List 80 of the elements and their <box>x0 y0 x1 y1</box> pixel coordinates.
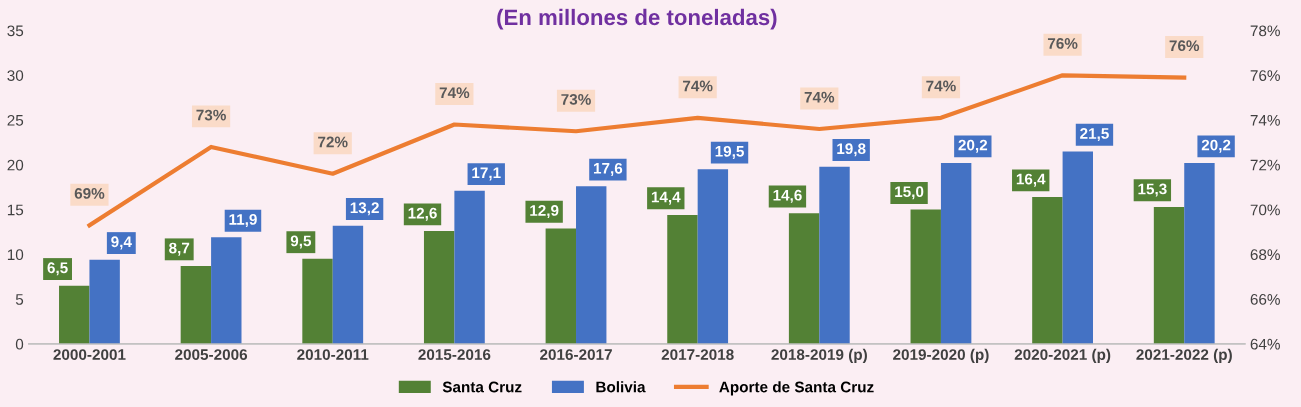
bar <box>423 231 455 344</box>
x-tick-label: 2017-2018 <box>661 349 734 360</box>
bar <box>940 163 972 344</box>
bar <box>788 213 820 344</box>
data-label: 12,9 <box>530 205 559 219</box>
data-label: 17,1 <box>472 167 501 181</box>
y-tick-label: 15 <box>7 204 24 216</box>
bar <box>454 190 485 344</box>
legend-label: Santa Cruz <box>442 381 522 393</box>
y-tick-label: 35 <box>7 25 24 37</box>
legend-label: Aporte de Santa Cruz <box>719 381 874 396</box>
data-label: 17,6 <box>593 162 623 176</box>
x-tick-label: 2000-2001 <box>53 349 126 360</box>
bar <box>302 258 333 344</box>
y2-tick-label: 72% <box>1250 159 1280 171</box>
data-label: 15,0 <box>895 186 924 200</box>
data-label: 12,6 <box>408 207 437 221</box>
bar <box>667 214 698 344</box>
bar <box>332 225 364 344</box>
y2-tick-label: 78% <box>1250 25 1280 37</box>
data-label: 19,8 <box>837 143 866 157</box>
bar <box>211 237 242 344</box>
x-tick-label: 2019-2020 (p) <box>893 348 989 364</box>
x-tick-label: 2020-2021 (p) <box>1014 348 1111 364</box>
bar <box>910 209 941 344</box>
data-label: 74% <box>439 87 470 99</box>
bar <box>576 186 607 344</box>
y-tick-label: 30 <box>7 70 24 81</box>
y-tick-label: 5 <box>15 294 24 305</box>
y-tick-label: 0 <box>15 338 24 350</box>
bar <box>1032 197 1063 344</box>
bar <box>697 169 729 344</box>
data-label: 74% <box>804 91 835 103</box>
x-tick-label: 2021-2022 (p) <box>1136 348 1232 364</box>
data-label: 16,4 <box>1016 173 1046 187</box>
data-label: 21,5 <box>1080 128 1109 142</box>
data-label: 73% <box>196 109 226 121</box>
bar <box>180 266 212 344</box>
x-tick-label: 2015-2016 <box>418 349 491 360</box>
data-label: 74% <box>683 80 713 92</box>
data-label: 20,2 <box>958 139 988 153</box>
x-tick-label: 2016-2017 <box>540 349 612 360</box>
data-label: 20,2 <box>1201 139 1231 153</box>
data-label: 74% <box>926 80 956 92</box>
data-label: 11,9 <box>229 213 257 228</box>
legend-label: Bolivia <box>596 381 646 393</box>
bar <box>1184 163 1215 344</box>
data-label: 19,5 <box>715 145 744 159</box>
x-tick-label: 2018-2019 (p) <box>771 348 867 364</box>
bar <box>89 259 120 344</box>
y2-tick-label: 64% <box>1250 338 1280 350</box>
data-label: 14,4 <box>651 191 681 205</box>
data-label: 76% <box>1047 38 1078 49</box>
y2-tick-label: 66% <box>1250 294 1280 305</box>
y-tick-label: 10 <box>7 249 24 261</box>
y2-tick-label: 68% <box>1250 249 1280 261</box>
x-tick-label: 2010-2011 <box>297 349 369 360</box>
y2-tick-label: 74% <box>1250 115 1280 126</box>
data-label: 73% <box>561 93 591 105</box>
bar <box>819 166 850 344</box>
bar <box>1062 151 1093 344</box>
y2-tick-label: 70% <box>1250 204 1280 216</box>
y-tick-label: 20 <box>7 159 24 171</box>
chart-title: (En millones de toneladas) <box>497 8 777 30</box>
x-tick-label: 2005-2006 <box>175 349 248 360</box>
data-label: 15,3 <box>1138 183 1167 197</box>
y2-tick-label: 76% <box>1250 70 1280 81</box>
data-label: 14,6 <box>773 189 802 203</box>
bar <box>545 228 577 344</box>
data-label: 72% <box>318 136 348 148</box>
bar <box>59 285 90 344</box>
data-label: 13,2 <box>350 202 379 216</box>
data-label: 6,5 <box>47 262 68 276</box>
y-tick-label: 25 <box>7 114 24 126</box>
bar <box>1153 206 1185 344</box>
data-label: 9,5 <box>290 235 312 249</box>
data-label: 76% <box>1169 40 1200 52</box>
data-label: 69% <box>74 188 105 199</box>
data-label: 8,7 <box>169 242 190 256</box>
data-label: 9,4 <box>111 236 132 250</box>
